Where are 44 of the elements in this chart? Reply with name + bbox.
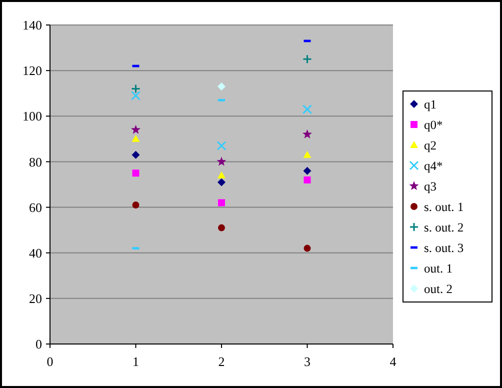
y-tick-label: 40 (29, 245, 42, 260)
y-tick-label: 80 (29, 154, 42, 170)
point (302, 104, 312, 114)
point (132, 170, 140, 177)
point (216, 141, 226, 151)
point (132, 150, 140, 159)
point (218, 82, 226, 91)
x-tick-label: 2 (218, 354, 225, 369)
point (302, 54, 312, 64)
point (131, 84, 140, 94)
legend-label: out. 1 (424, 261, 452, 276)
legend-label: out. 2 (424, 282, 452, 296)
point (218, 171, 226, 178)
x-tick-label: 4 (390, 354, 397, 369)
point (216, 156, 226, 166)
legend-label: s. out. 3 (424, 240, 464, 255)
legend-label: q4* (424, 158, 443, 173)
x-tick-label: 1 (132, 354, 139, 369)
legend-label: q3 (424, 179, 436, 194)
y-tick-label: 120 (22, 63, 42, 78)
x-tick-label: 3 (304, 354, 310, 369)
point (304, 244, 311, 252)
x-tick-label: 0 (46, 354, 54, 369)
point (132, 202, 140, 209)
point (132, 134, 140, 142)
legend-label: q1 (424, 97, 436, 112)
y-tick-label: 60 (29, 200, 42, 215)
point (303, 150, 312, 158)
point (218, 178, 226, 186)
point (303, 166, 312, 175)
y-tick-label: 100 (22, 108, 42, 124)
legend-label: s. out. 2 (424, 220, 464, 234)
point (131, 90, 140, 100)
point (218, 199, 225, 206)
legend-label: q0* (424, 118, 443, 132)
point (218, 224, 225, 232)
y-tick-label: 0 (36, 336, 42, 352)
legend-label: s. out. 1 (424, 200, 464, 214)
point (302, 129, 312, 138)
legend-label: q2 (424, 138, 436, 152)
y-tick-label: 140 (22, 18, 42, 33)
point (130, 124, 141, 134)
y-tick-label: 20 (29, 290, 42, 306)
point (304, 176, 311, 184)
